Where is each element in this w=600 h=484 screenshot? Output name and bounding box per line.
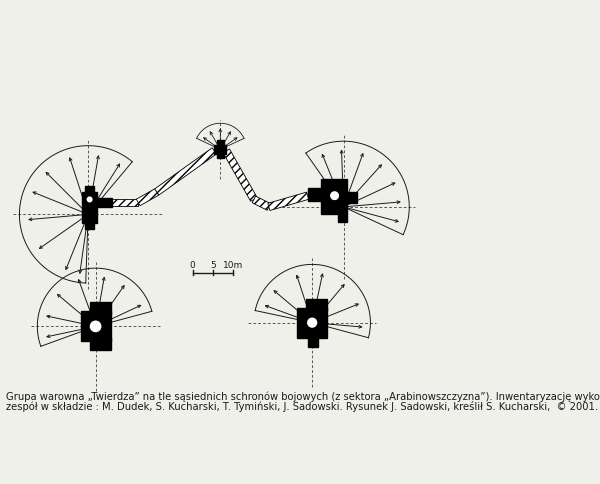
Circle shape (309, 329, 315, 334)
Polygon shape (89, 302, 110, 315)
Polygon shape (155, 148, 217, 195)
Polygon shape (80, 311, 110, 341)
Circle shape (306, 317, 318, 329)
Circle shape (331, 201, 338, 209)
Text: 10m: 10m (223, 260, 243, 270)
Polygon shape (345, 192, 357, 203)
Polygon shape (297, 308, 327, 338)
Polygon shape (112, 199, 138, 206)
Polygon shape (308, 188, 325, 201)
Text: Grupa warowna „Twierdza” na tle sąsiednich schronów bojowych (z sektora „Arabino: Grupa warowna „Twierdza” na tle sąsiedni… (6, 392, 600, 402)
Polygon shape (223, 149, 257, 201)
Polygon shape (268, 192, 309, 211)
Polygon shape (85, 186, 94, 194)
Circle shape (85, 204, 94, 213)
Polygon shape (306, 299, 327, 311)
Polygon shape (82, 192, 97, 223)
Polygon shape (95, 198, 112, 207)
Circle shape (89, 319, 103, 333)
Polygon shape (321, 179, 347, 214)
Polygon shape (85, 222, 94, 229)
Text: 0: 0 (190, 260, 196, 270)
Circle shape (86, 196, 94, 203)
Polygon shape (136, 189, 158, 206)
Polygon shape (89, 338, 110, 350)
Text: zespół w składzie : M. Dudek, S. Kucharski, T. Tymiński, J. Sadowski. Rysunek J.: zespół w składzie : M. Dudek, S. Kuchars… (6, 401, 598, 412)
Polygon shape (252, 196, 271, 210)
Polygon shape (214, 145, 226, 154)
Circle shape (329, 191, 340, 201)
Text: 5: 5 (210, 260, 216, 270)
Polygon shape (308, 336, 318, 347)
Polygon shape (217, 153, 224, 158)
Polygon shape (338, 214, 347, 222)
Polygon shape (217, 140, 224, 146)
